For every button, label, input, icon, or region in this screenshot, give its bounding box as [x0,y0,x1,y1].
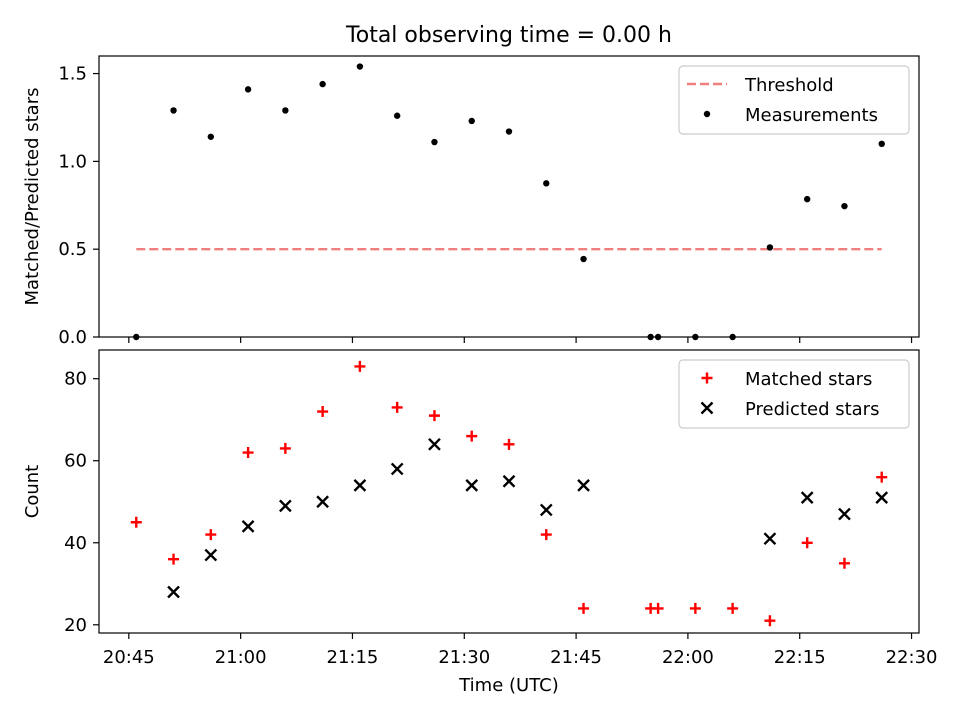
x-tick-label: 21:45 [550,647,602,668]
x-tick-label: 22:15 [774,647,826,668]
legend-label: Matched stars [745,369,872,390]
matched-star-point [652,602,664,614]
legend: Matched stars Predicted stars [678,359,910,429]
predicted-star-point [465,478,479,492]
matched-star-point [727,602,739,614]
predicted-star-point [577,478,590,492]
predicted-star-point [502,474,516,488]
measurement-point [170,107,177,114]
measurement-point [729,333,736,341]
legend-label: Threshold [744,75,834,96]
measurement-point [356,63,364,70]
matched-star-point [279,442,291,454]
measurement-point [133,333,140,341]
x-tick-label: 20:45 [103,647,155,668]
top-panel: 0.0 0.5 1.0 1.5 Matched/Predicted stars Thres… [22,55,920,348]
y-axis-label: Matched/Predicted stars [22,88,43,306]
measurement-point [692,333,699,341]
y-tick-label: 60 [64,451,87,472]
legend-label: Predicted stars [745,399,879,420]
measurement-point [647,333,654,341]
axes-frame [98,349,920,634]
y-tick-label: 1.0 [58,151,87,172]
y-axis-label: Count [22,465,43,518]
x-tick-label: 21:30 [438,647,490,668]
matched-star-point [764,615,776,627]
predicted-star-point [279,499,292,513]
x-axis-label: Time (UTC) [458,675,559,696]
matched-star-point [689,602,701,614]
legend-predicted-swatch [700,401,714,415]
predicted-star-point [167,585,180,599]
matched-star-point [801,537,813,549]
predicted-star-point [316,495,329,509]
y-tick-label: 0.0 [58,327,87,348]
measurement-point [282,107,289,114]
y-tick-label: 40 [64,533,87,554]
matched-star-point [242,447,254,459]
predicted-star-point [241,520,255,533]
matched-star-point [503,438,515,450]
matched-star-point [876,471,888,483]
y-tick-label: 20 [64,615,87,636]
matched-star-point [317,406,329,418]
axes-frame [98,55,920,338]
y-tick-label: 80 [64,369,87,390]
matched-star-point [838,557,850,569]
predicted-star-point [353,478,367,492]
matched-star-point [205,529,217,541]
x-tick-label: 21:15 [327,647,379,668]
measurement-point [468,117,475,125]
matched-star-point [540,529,552,541]
predicted-star-point [763,532,777,546]
measurement-point [207,133,215,140]
legend-frame [678,359,910,429]
measurement-point [431,138,438,146]
matched-star-point [466,430,478,442]
predicted-star-point [800,491,814,505]
legend-label: Measurements [745,105,878,126]
legend-measurement-swatch [703,110,711,118]
measurement-point [766,244,774,251]
matched-star-point [168,553,180,565]
y-tick-label: 1.5 [58,64,87,85]
y-tick-label: 0.5 [58,239,87,260]
matched-star-point [130,516,142,528]
measurement-point [244,86,252,93]
x-tick-label: 22:30 [886,647,938,668]
measurement-point [580,255,587,263]
measurement-point [393,112,401,119]
predicted-star-point [428,437,441,451]
predicted-star-point [204,548,218,562]
matched-star-point [578,602,590,614]
measurement-point [319,80,326,88]
predicted-star-point [875,491,889,505]
measurement-point [654,333,662,341]
measurement-point [543,180,550,187]
chart-title: Total observing time = 0.00 h [345,23,672,48]
measurement-point [841,202,848,210]
x-tick-label: 22:00 [662,647,714,668]
predicted-star-point [838,507,851,521]
x-tick-label: 21:00 [215,647,267,668]
legend-frame [678,65,910,135]
predicted-star-point [539,503,553,517]
legend-matched-swatch [701,372,713,384]
bottom-panel: 20:45 21:00 21:15 21:30 21:45 22:00 22:15 22:30… [22,349,938,668]
legend: Threshold Measurements [678,65,910,135]
measurement-point [505,128,513,135]
matched-star-point [428,410,440,422]
measurement-point [878,140,885,148]
measurement-point [803,195,811,203]
matched-star-point [391,401,403,413]
matched-star-point [354,360,366,372]
predicted-star-point [390,462,404,476]
